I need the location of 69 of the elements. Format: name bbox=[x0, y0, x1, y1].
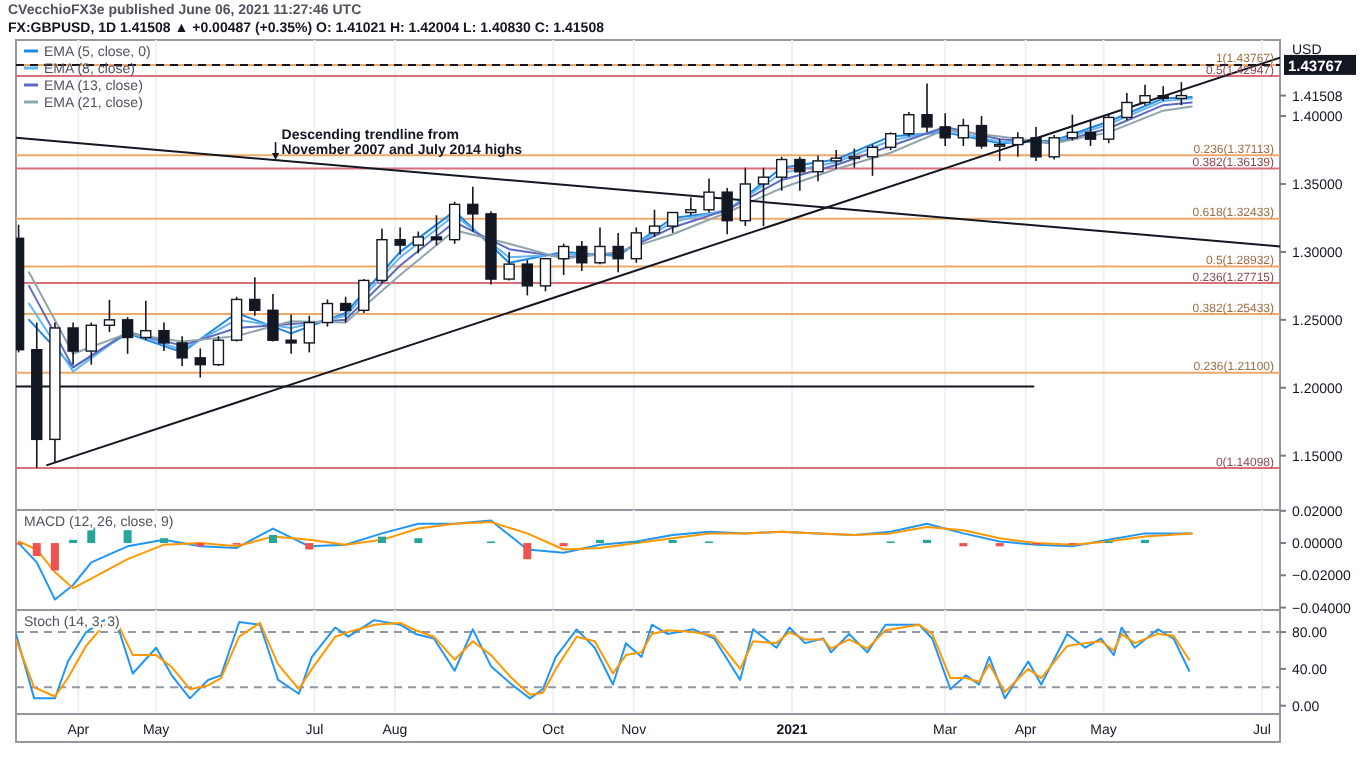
candlestick bbox=[503, 251, 515, 282]
candlestick bbox=[1103, 113, 1115, 145]
candlestick bbox=[903, 111, 915, 138]
bar bbox=[523, 543, 532, 560]
candlestick bbox=[739, 166, 752, 227]
candlestick bbox=[1175, 81, 1188, 106]
candlestick bbox=[339, 295, 352, 324]
candlestick bbox=[594, 226, 606, 265]
candlestick bbox=[285, 313, 297, 355]
candlestick bbox=[993, 138, 1006, 162]
candlestick bbox=[194, 347, 206, 379]
candlestick bbox=[158, 321, 170, 352]
bar bbox=[159, 538, 168, 544]
candlestick bbox=[140, 300, 152, 341]
candlestick bbox=[775, 156, 788, 192]
bar bbox=[377, 536, 386, 544]
candlestick bbox=[1084, 119, 1097, 147]
candlestick bbox=[1157, 85, 1169, 102]
bar bbox=[32, 543, 41, 556]
candlestick bbox=[321, 298, 334, 328]
candlestick bbox=[975, 115, 988, 150]
candlestick bbox=[521, 259, 534, 297]
candlestick bbox=[848, 147, 861, 169]
candlestick bbox=[685, 196, 697, 217]
candlestick bbox=[448, 200, 461, 245]
candlestick bbox=[303, 314, 315, 354]
candlestick bbox=[430, 214, 443, 246]
candlestick bbox=[1066, 113, 1079, 142]
bar bbox=[123, 530, 132, 544]
candlestick bbox=[557, 242, 570, 276]
bar bbox=[414, 538, 423, 544]
candlestick bbox=[866, 143, 879, 177]
bar bbox=[305, 543, 314, 550]
candlestick bbox=[721, 187, 733, 236]
candlestick bbox=[612, 232, 624, 274]
candlestick bbox=[121, 316, 134, 355]
candlestick bbox=[1121, 92, 1133, 121]
candlestick bbox=[85, 321, 97, 366]
candlestick bbox=[1048, 134, 1060, 161]
bar bbox=[268, 535, 277, 544]
candlestick bbox=[794, 156, 806, 192]
candlestick bbox=[1030, 126, 1042, 162]
candlestick bbox=[467, 185, 479, 233]
candlestick bbox=[703, 177, 715, 214]
candlestick bbox=[539, 257, 552, 293]
candlestick bbox=[358, 278, 370, 314]
bar bbox=[50, 543, 59, 571]
candlestick bbox=[412, 230, 424, 255]
candlestick bbox=[921, 82, 933, 134]
candlestick bbox=[1139, 84, 1151, 106]
candlestick bbox=[394, 226, 406, 256]
candlestick bbox=[830, 149, 842, 170]
candlestick bbox=[376, 228, 388, 284]
candlestick bbox=[812, 154, 824, 183]
candlestick bbox=[648, 209, 661, 238]
candlestick bbox=[212, 335, 225, 367]
candlestick bbox=[267, 293, 279, 343]
candlestick bbox=[249, 276, 261, 317]
candlestick bbox=[939, 112, 951, 147]
candlestick bbox=[230, 295, 243, 343]
candlestick bbox=[576, 240, 588, 272]
candlestick bbox=[666, 211, 679, 234]
candlestick bbox=[757, 166, 770, 227]
candlestick bbox=[630, 226, 643, 264]
candlestick bbox=[103, 299, 116, 333]
candlestick bbox=[957, 117, 970, 147]
candlestick bbox=[67, 321, 79, 366]
candlestick bbox=[176, 335, 188, 367]
candlestick bbox=[1012, 131, 1024, 158]
